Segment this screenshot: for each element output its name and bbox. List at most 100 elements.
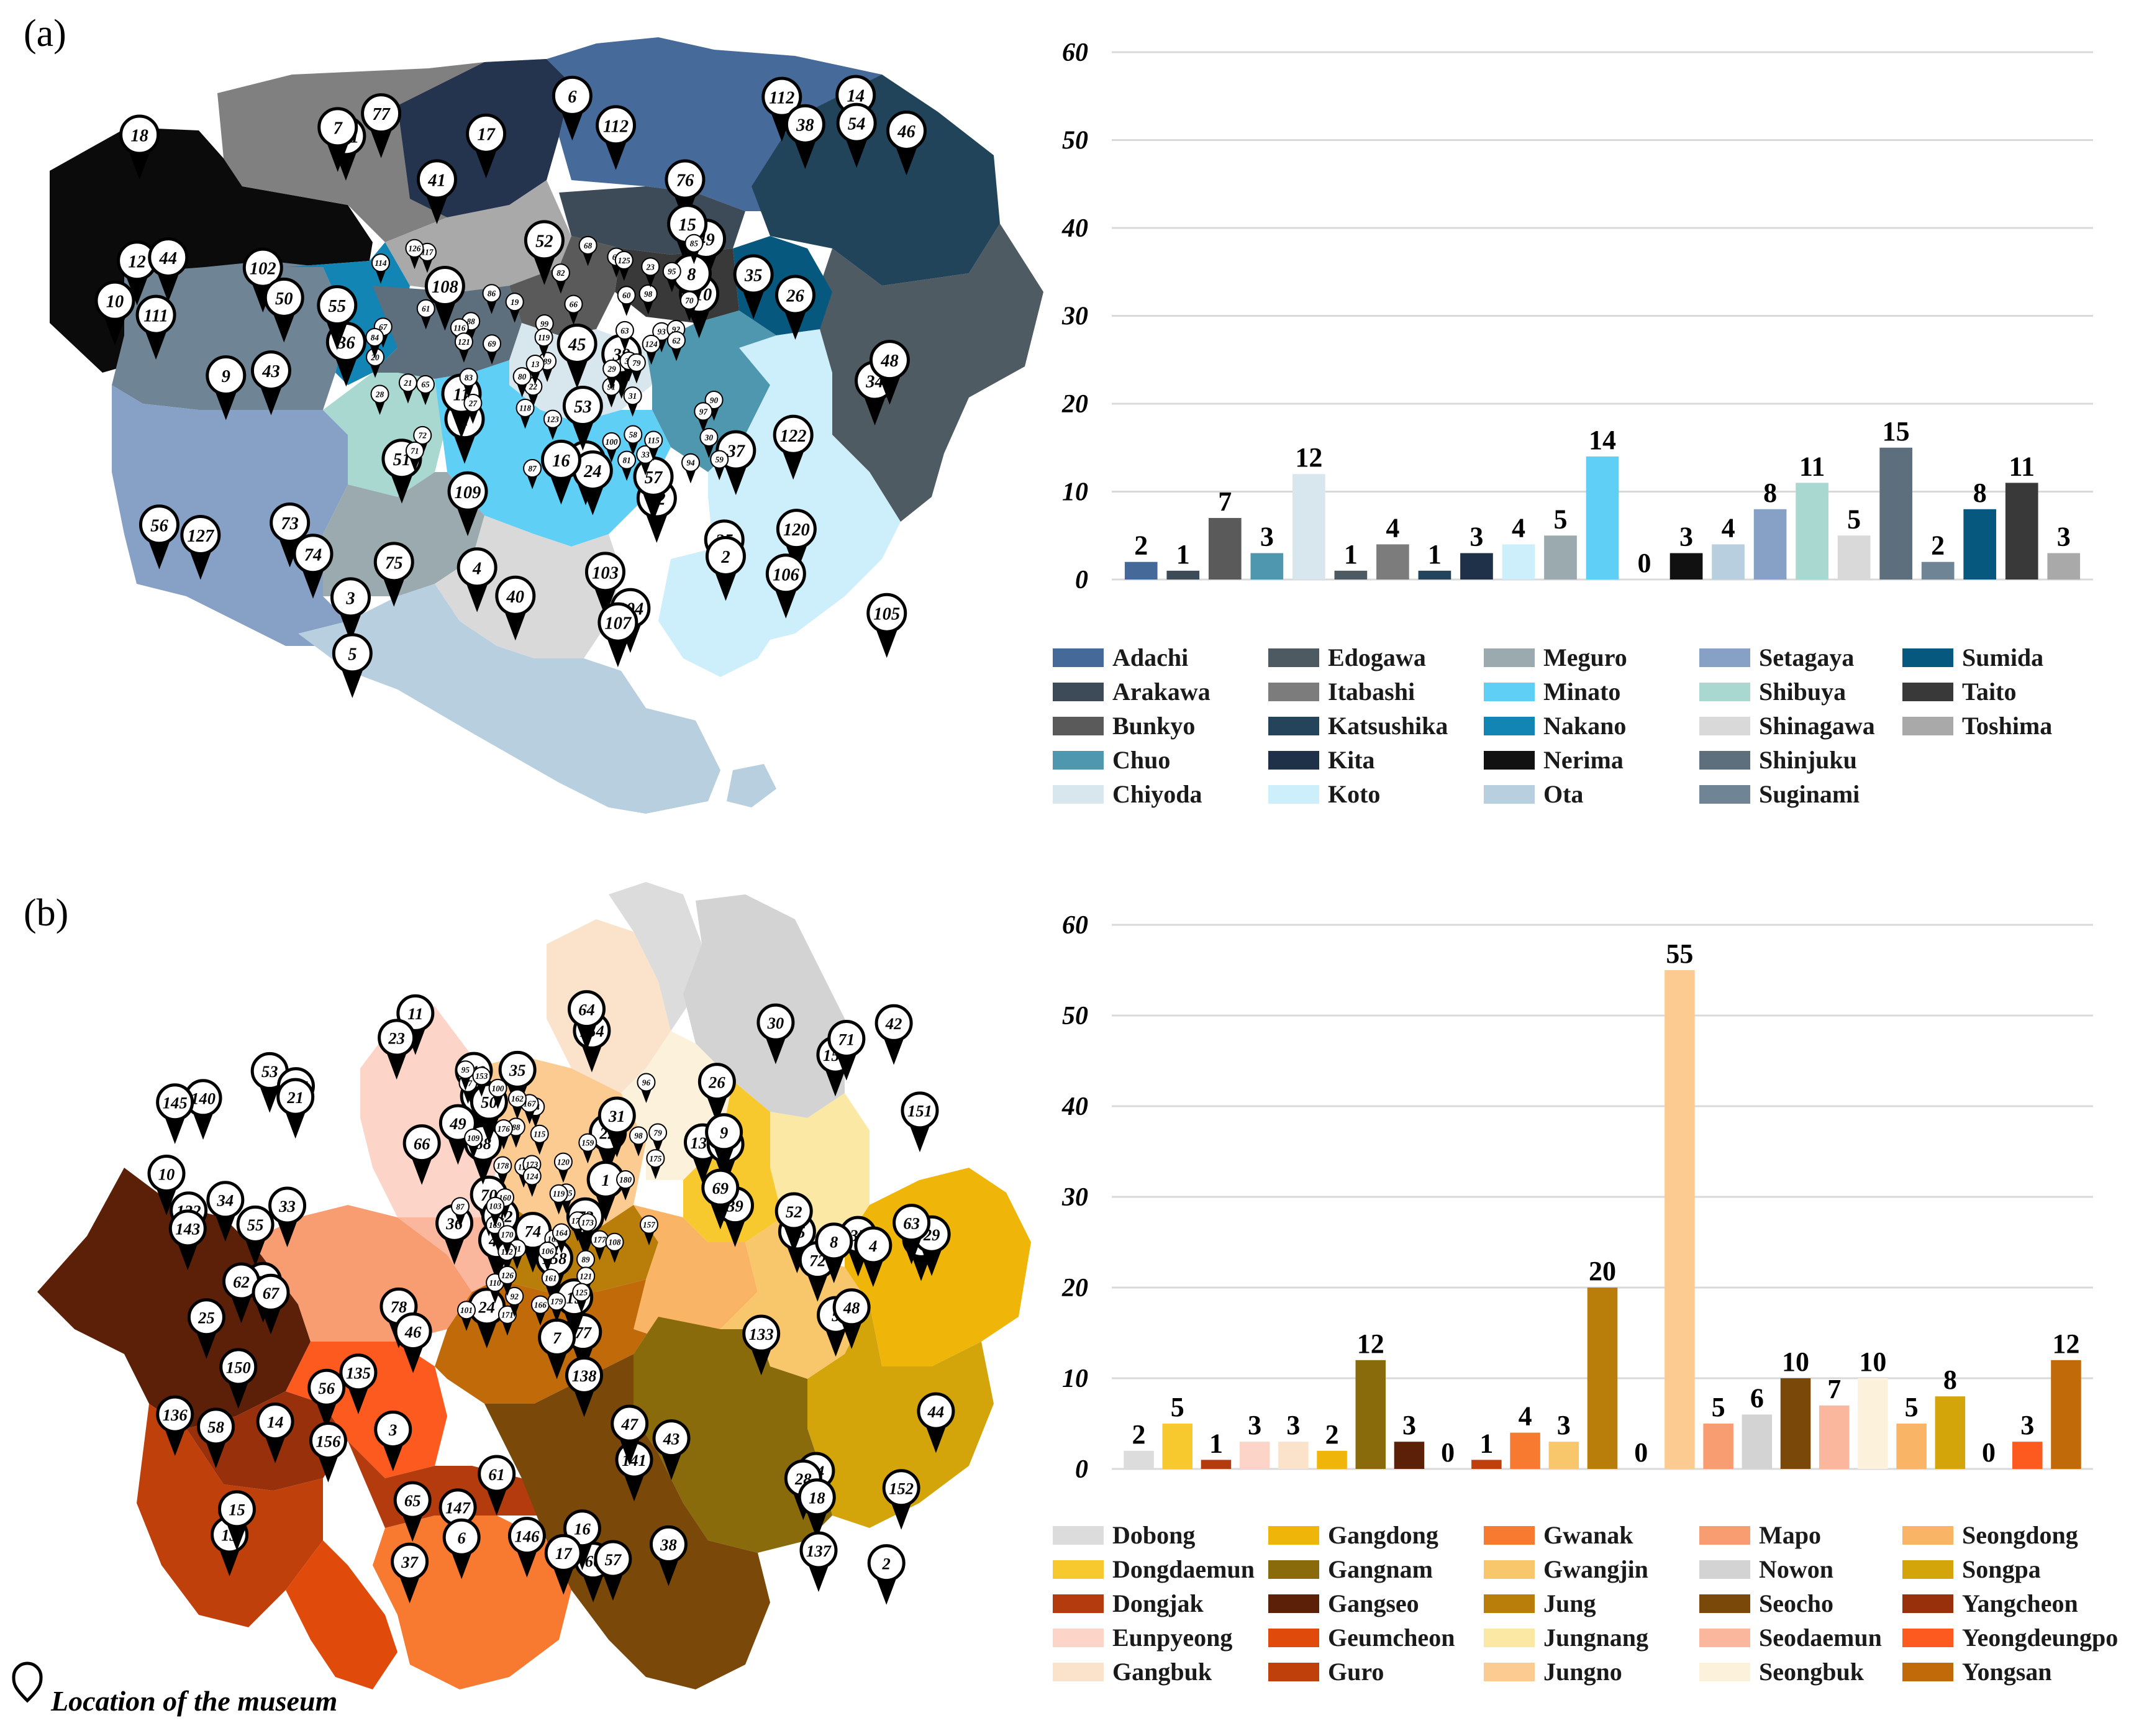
museum-pin: 119 — [549, 1184, 568, 1215]
pin-tail-icon — [502, 1241, 512, 1256]
pin-tail-icon — [522, 1245, 543, 1273]
pin-tail-icon — [714, 571, 737, 601]
museum-pin: 112 — [497, 1242, 517, 1273]
pin-head-icon — [544, 1534, 583, 1572]
legend-swatch-songpa — [1902, 1560, 1953, 1579]
pin-head-icon — [512, 367, 532, 386]
museum-pin: 82 — [551, 263, 570, 294]
pin-tail-icon — [742, 289, 765, 319]
pin-head-icon — [374, 1410, 412, 1448]
bar-gangseo — [1394, 1442, 1425, 1469]
pin-tail-icon — [369, 344, 380, 358]
legend-label-nowon: Nowon — [1759, 1555, 1833, 1583]
legend-swatch-edogawa — [1268, 648, 1319, 667]
pin-number: 161 — [545, 1274, 557, 1283]
pin-tail-icon — [794, 139, 817, 170]
pin-number: 66 — [570, 299, 578, 309]
pin-tail-icon — [399, 1575, 420, 1604]
pin-head-icon — [797, 1478, 836, 1517]
museum-pin: 180 — [616, 1170, 635, 1201]
pin-number: 112 — [769, 89, 794, 108]
pin-head-icon — [516, 398, 535, 417]
map-region-songpa — [807, 1304, 994, 1528]
pin-tail-icon — [561, 1199, 571, 1214]
data-label-gangbuk: 3 — [1286, 1410, 1300, 1440]
data-label-suginami: 2 — [1931, 530, 1945, 561]
pin-tail-icon — [697, 418, 709, 433]
pin-head-icon — [773, 414, 814, 455]
pin-head-icon — [564, 294, 583, 314]
pin-number: 61 — [422, 304, 430, 314]
pin-head-icon — [217, 1490, 256, 1529]
pin-number: 3 — [388, 1420, 397, 1439]
legend-label-meguro: Meguro — [1543, 643, 1627, 671]
pin-tail-icon — [606, 1129, 628, 1158]
bar-mapo — [1703, 1424, 1733, 1469]
bar-shinjuku — [1879, 447, 1912, 579]
pin-tail-icon — [604, 140, 627, 170]
pin-tail-icon — [425, 194, 448, 224]
legend-swatch-toshima — [1902, 717, 1953, 735]
data-label-yangcheon: 0 — [1982, 1437, 1996, 1468]
pin-tail-icon — [863, 396, 886, 426]
museum-location-label: Location of the museum — [50, 1685, 337, 1717]
data-label-dobong: 2 — [1132, 1419, 1146, 1450]
pin-tail-icon — [765, 1036, 786, 1065]
museum-pin: 50 — [263, 277, 304, 343]
pin-tail-icon — [103, 316, 126, 346]
museum-pin: 123 — [543, 409, 562, 440]
museum-pin: 66 — [402, 1124, 441, 1185]
museum-pin: 178 — [493, 1156, 512, 1187]
legend-swatch-eunpyeong — [1053, 1629, 1104, 1647]
museum-pin: 106 — [765, 553, 806, 619]
museum-pin: 30 — [699, 427, 719, 458]
pin-head-icon — [867, 1544, 906, 1583]
bar-katsushika — [1418, 570, 1451, 579]
pin-number: 4 — [472, 559, 481, 578]
legend-swatch-gangbuk — [1053, 1663, 1104, 1681]
pin-head-icon — [627, 353, 646, 372]
legend-swatch-itabashi — [1268, 683, 1319, 701]
museum-pin: 173 — [578, 1213, 597, 1243]
pin-head-icon — [187, 1298, 225, 1337]
pin-tail-icon — [260, 385, 283, 416]
pin-number: 53 — [261, 1062, 278, 1081]
museum-pin: 30 — [756, 1003, 795, 1065]
pin-number: 153 — [475, 1071, 488, 1081]
museum-pin: 15 — [217, 1490, 256, 1552]
pin-head-icon — [648, 1123, 668, 1142]
pin-number: 63 — [903, 1214, 920, 1232]
museum-pin: 23 — [641, 257, 660, 288]
legend-swatch-seongdong — [1902, 1526, 1953, 1545]
museum-pin: 161 — [541, 1268, 560, 1299]
bar-chuo — [1250, 553, 1284, 579]
bar-gwanak — [1510, 1432, 1540, 1469]
pin-tail-icon — [511, 1134, 522, 1148]
pin-tail-icon — [581, 1044, 602, 1073]
pin-tail-icon — [489, 1212, 501, 1227]
museum-pin: 26 — [774, 275, 815, 340]
pin-number: 106 — [542, 1247, 554, 1256]
pin-number: 119 — [538, 333, 550, 342]
legend-label-gangnam: Gangnam — [1328, 1555, 1433, 1583]
pin-number: 136 — [163, 1406, 188, 1424]
legend-label-yangcheon: Yangcheon — [1962, 1589, 2078, 1617]
museum-pin: 25 — [187, 1298, 225, 1359]
pin-number: 67 — [263, 1284, 280, 1302]
pin-number: 57 — [645, 468, 663, 488]
pin-head-icon — [552, 1223, 571, 1242]
pin-tail-icon — [594, 586, 617, 617]
legend-label-shinagawa: Shinagawa — [1759, 712, 1875, 740]
y-tick-label: 30 — [1061, 302, 1088, 331]
pin-tail-icon — [606, 637, 629, 668]
bar-bunkyo — [1208, 517, 1242, 579]
pin-number: 76 — [676, 171, 694, 191]
pin-tail-icon — [193, 1112, 214, 1140]
pin-tail-icon — [527, 1183, 538, 1197]
museum-pin: 115 — [644, 430, 663, 461]
y-tick-label: 60 — [1062, 39, 1088, 67]
pin-number: 143 — [175, 1220, 200, 1238]
pin-head-icon — [180, 515, 221, 556]
pin-number: 53 — [574, 398, 592, 417]
legend-label-seocho: Seocho — [1759, 1589, 1833, 1617]
